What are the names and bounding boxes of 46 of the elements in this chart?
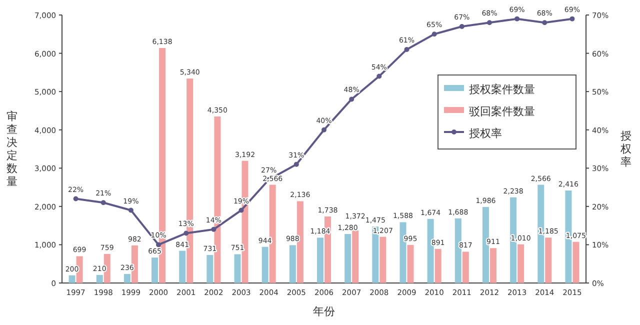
- legend-label: 授权案件数量: [469, 83, 535, 96]
- bar: [96, 274, 103, 283]
- point: [404, 46, 410, 52]
- point: [156, 242, 162, 248]
- bar: [206, 255, 214, 283]
- bar: [518, 244, 524, 283]
- bar: [454, 218, 462, 283]
- bar: [490, 248, 496, 283]
- point: [349, 96, 354, 102]
- bar: [152, 258, 158, 283]
- point: [459, 24, 464, 29]
- bar: [289, 245, 296, 283]
- point: [73, 196, 78, 202]
- bar: [344, 234, 352, 283]
- x-axis-title: 年份: [313, 305, 335, 318]
- legend-label: 驳回案件数量: [469, 105, 535, 118]
- point: [486, 20, 492, 26]
- point: [514, 16, 520, 22]
- bar: [572, 242, 580, 283]
- point: [238, 208, 244, 213]
- point: [570, 16, 575, 22]
- bar: [124, 274, 130, 283]
- y2-axis-title: 授权率: [620, 130, 632, 168]
- point: [542, 20, 548, 26]
- point: [100, 200, 106, 206]
- point: [432, 32, 437, 37]
- bar: [317, 238, 324, 283]
- bar: [352, 230, 359, 283]
- point: [376, 74, 382, 79]
- bar: [380, 236, 386, 283]
- point: [211, 226, 216, 232]
- bar: [545, 238, 552, 283]
- point: [294, 162, 299, 167]
- bar: [482, 206, 489, 283]
- bar: [68, 275, 76, 283]
- bar: [262, 246, 268, 283]
- bar: [462, 252, 469, 283]
- point: [128, 208, 134, 213]
- y-axis-title: 审查决定数量: [6, 110, 18, 188]
- bar: [234, 254, 241, 283]
- bar: [179, 250, 186, 283]
- point: [184, 230, 189, 236]
- bar: [407, 244, 414, 283]
- bar: [434, 248, 442, 283]
- point: [322, 127, 326, 132]
- legend-label: 授权率: [469, 127, 502, 140]
